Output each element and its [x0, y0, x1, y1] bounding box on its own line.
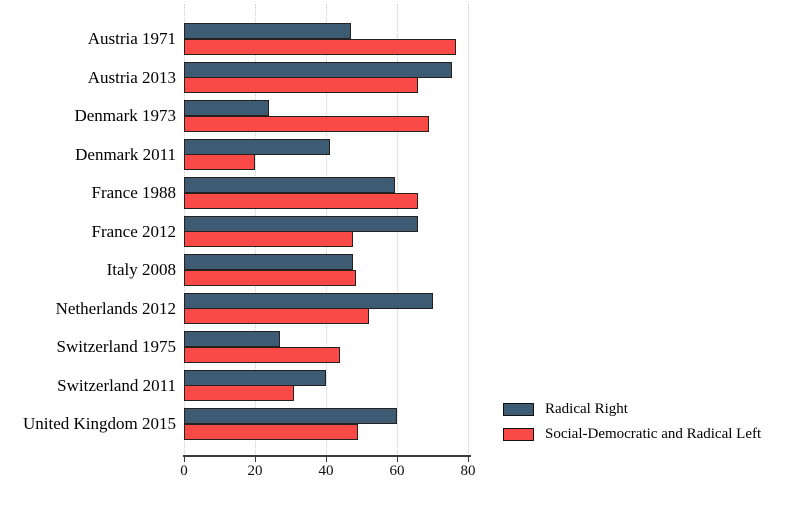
bar-social-democratic	[184, 115, 429, 132]
bar-radical-right	[184, 100, 270, 116]
legend-label-social-democratic: Social-Democratic and Radical Left	[545, 426, 762, 442]
tick-mark-x20	[255, 457, 256, 462]
category-label: Netherlands 2012	[55, 298, 176, 318]
bar-radical-right	[184, 23, 351, 39]
legend-item-social-democratic: Social-Democratic and Radical Left	[503, 426, 793, 443]
tick-mark-x60	[397, 457, 398, 462]
category-label: France 1988	[91, 183, 176, 202]
category-label: Switzerland 1975	[56, 337, 176, 356]
bar-radical-right	[184, 61, 453, 78]
category-label: United Kingdom 2015	[23, 414, 176, 433]
legend-item-radical-right: Radical Right	[503, 401, 793, 418]
tick-label-x20: 20	[247, 463, 263, 479]
tick-label-x60: 60	[389, 463, 405, 479]
category-label: France 2012	[91, 221, 176, 241]
bar-social-democratic	[184, 154, 255, 170]
bar-radical-right	[184, 138, 330, 155]
bar-social-democratic	[184, 423, 358, 440]
bar-radical-right	[184, 254, 353, 270]
gridline-x80	[468, 4, 469, 456]
bar-social-democratic	[184, 192, 419, 209]
bar-social-democratic	[184, 38, 456, 55]
legend-label-radical-right: Radical Right	[545, 401, 628, 417]
category-label: Denmark 1973	[74, 106, 176, 125]
bar-social-democratic	[184, 308, 369, 324]
tick-label-x40: 40	[318, 463, 334, 479]
bar-radical-right	[184, 292, 433, 309]
bar-social-democratic	[184, 385, 295, 401]
x-axis-line	[183, 455, 471, 457]
tick-mark-x40	[326, 457, 327, 462]
legend-swatch-radical-right	[503, 403, 534, 416]
category-label: Denmark 2011	[75, 144, 176, 164]
bar-radical-right	[184, 369, 326, 386]
legend-swatch-social-democratic	[503, 428, 534, 441]
tick-label-x0: 0	[180, 463, 188, 479]
bar-radical-right	[184, 215, 419, 232]
tick-label-x80: 80	[460, 463, 476, 479]
bar-radical-right	[184, 177, 396, 193]
tick-mark-x80	[468, 457, 469, 462]
bar-social-democratic	[184, 269, 357, 286]
category-label: Austria 1971	[87, 29, 176, 48]
bar-radical-right	[184, 331, 280, 347]
bar-social-democratic	[184, 77, 419, 93]
legend: Radical Right Social-Democratic and Radi…	[503, 401, 793, 451]
category-label: Austria 2013	[87, 67, 176, 87]
category-label: Switzerland 2011	[57, 375, 176, 395]
tick-mark-x0	[184, 457, 185, 462]
bar-radical-right	[184, 408, 397, 424]
category-label: Italy 2008	[106, 260, 176, 279]
bar-social-democratic	[184, 231, 353, 247]
bar-social-democratic	[184, 346, 341, 363]
